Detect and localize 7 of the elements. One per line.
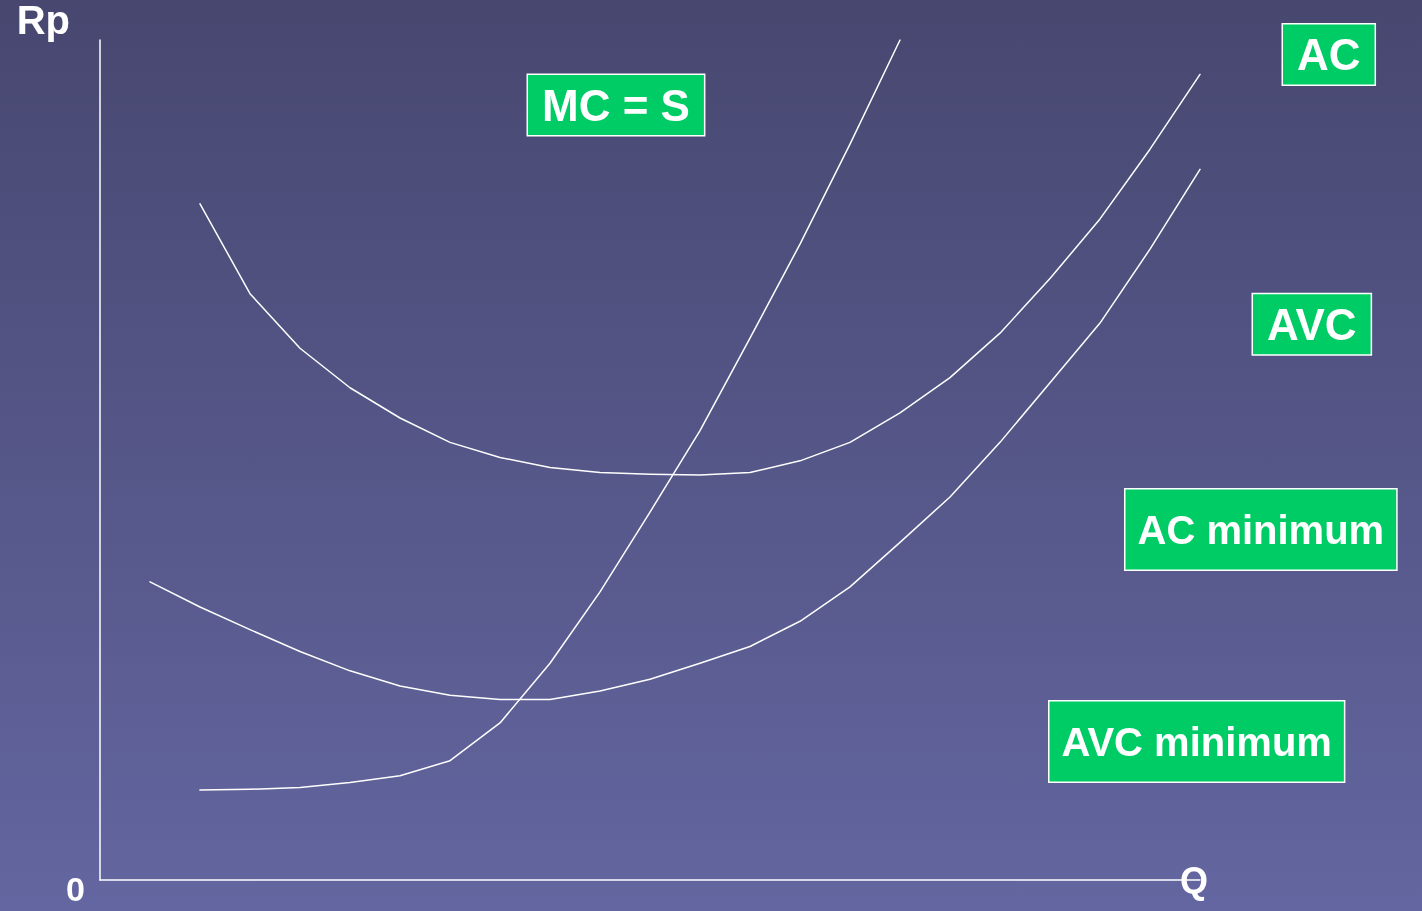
y-axis-title: Rp [16,0,70,42]
text: MC = S [542,80,690,130]
annotation: AC minimum [1137,507,1385,552]
text: AVC [1267,299,1357,349]
text: 0 [66,870,85,908]
annotation: AVC minimum [1061,719,1332,764]
text: AC [1297,29,1361,79]
